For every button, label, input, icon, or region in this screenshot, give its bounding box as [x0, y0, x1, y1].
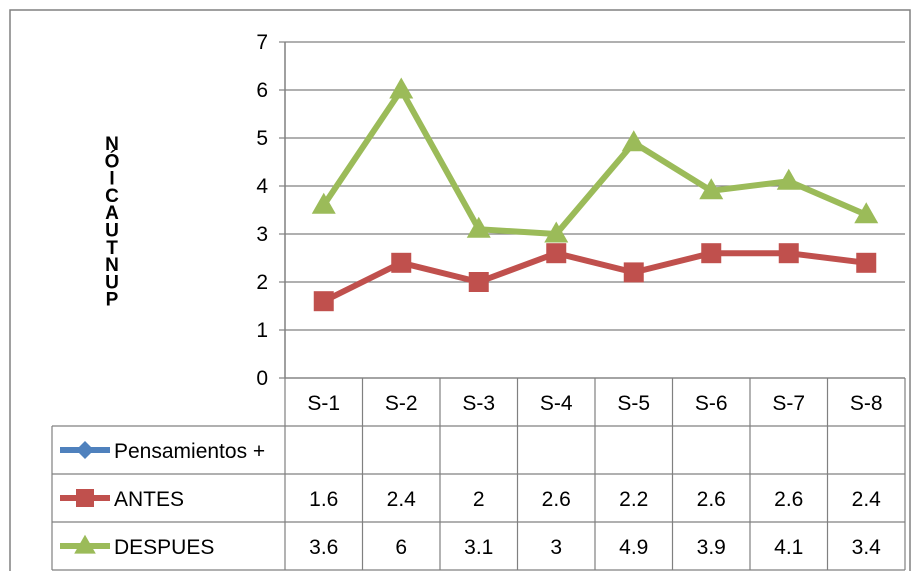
- table-value: 3.9: [697, 536, 726, 559]
- legend-label: ANTES: [114, 488, 184, 511]
- x-category-label: S-6: [695, 392, 728, 415]
- table-value: 2.6: [542, 488, 571, 511]
- x-category-label: S-8: [850, 392, 883, 415]
- data-point: [546, 243, 567, 264]
- data-point: [778, 243, 799, 264]
- y-axis-label-letter: C: [105, 186, 119, 207]
- table-value: 3.6: [309, 536, 338, 559]
- table-value: 1.6: [309, 488, 338, 511]
- data-point: [389, 77, 414, 99]
- table-value: 2: [473, 488, 485, 511]
- y-axis-label-letter: Ó: [105, 150, 120, 172]
- table-value: 2.4: [852, 488, 882, 511]
- series-line: [321, 87, 868, 237]
- y-tick-label: 4: [256, 175, 268, 198]
- chart-border: [9, 9, 911, 571]
- data-point: [701, 243, 722, 264]
- y-axis-label-letter: A: [105, 203, 119, 224]
- x-category-label: S-1: [307, 392, 340, 415]
- y-tick-label: 3: [256, 223, 268, 246]
- legend-marker: [76, 489, 94, 507]
- y-tick-label: 7: [256, 31, 268, 54]
- data-point: [313, 291, 334, 312]
- legend-marker: [74, 534, 96, 554]
- data-point: [544, 221, 569, 243]
- data-point: [391, 252, 412, 273]
- table-value: 3.1: [464, 536, 493, 559]
- y-axis-label-letter: N: [105, 255, 119, 276]
- data-point: [776, 168, 801, 190]
- x-category-label: S-4: [540, 392, 573, 415]
- y-tick-label: 2: [256, 271, 268, 294]
- data-point: [468, 272, 489, 292]
- y-tick-label: 0: [256, 367, 268, 390]
- data-point: [311, 192, 336, 214]
- legend-marker: [76, 441, 94, 459]
- data-point: [699, 178, 724, 200]
- x-category-label: S-2: [385, 392, 418, 415]
- table-value: 3.4: [852, 536, 882, 559]
- table-value: 2.6: [774, 488, 803, 511]
- y-axis-label-letter: U: [105, 272, 119, 293]
- y-axis-label-letter: T: [106, 238, 118, 259]
- table-value: 6: [395, 536, 407, 559]
- legend-label: DESPUES: [114, 536, 214, 559]
- y-axis-label-letter: N: [105, 134, 119, 155]
- legend-label: Pensamientos +: [114, 440, 265, 463]
- y-axis-label-letter: U: [105, 221, 119, 242]
- table-value: 3: [550, 536, 562, 559]
- table-value: 2.6: [697, 488, 726, 511]
- series-line: [322, 250, 867, 304]
- y-tick-label: 5: [256, 127, 268, 150]
- x-category-label: S-3: [462, 392, 495, 415]
- x-category-label: S-5: [617, 392, 650, 415]
- data-point: [856, 252, 877, 273]
- x-category-label: S-7: [772, 392, 805, 415]
- table-value: 4.1: [774, 536, 803, 559]
- data-point: [854, 202, 879, 224]
- data-point: [621, 130, 646, 152]
- y-tick-label: 1: [256, 319, 268, 342]
- data-point: [466, 216, 491, 238]
- y-axis-label-letter: I: [109, 169, 114, 190]
- data-point: [623, 262, 644, 283]
- table-value: 2.4: [387, 488, 417, 511]
- table-value: 2.2: [619, 488, 648, 511]
- table-value: 4.9: [619, 536, 648, 559]
- y-axis-label-letter: P: [106, 290, 119, 311]
- y-tick-label: 6: [256, 79, 268, 102]
